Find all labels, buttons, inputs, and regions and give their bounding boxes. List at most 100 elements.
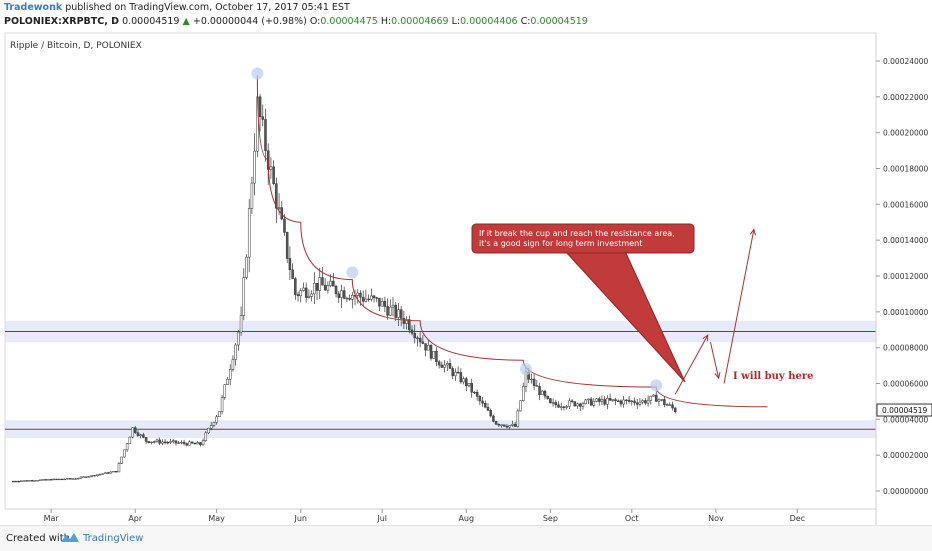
candle-down	[291, 269, 294, 279]
candle-up	[36, 480, 39, 482]
candle-down	[435, 351, 438, 363]
y-tick-label: 0.00000000	[883, 487, 929, 496]
x-tick-label: Apr	[128, 514, 143, 523]
candle-down	[614, 399, 617, 402]
candle-up	[196, 442, 199, 445]
author-link[interactable]: Tradewonk	[4, 2, 63, 13]
y-tick-label: 0.00020000	[883, 129, 929, 138]
candle-up	[28, 480, 31, 482]
candle-up	[226, 379, 229, 385]
candle-up	[587, 398, 590, 401]
candle-down	[321, 277, 324, 286]
price-chart[interactable]: 0.00024000 0.00022000 0.00020000 0.00018000…	[0, 0, 932, 525]
candle-up	[201, 440, 205, 446]
candle-down	[503, 424, 506, 427]
candle-down	[418, 338, 422, 343]
candle-up	[204, 432, 208, 441]
candle-up	[427, 345, 430, 351]
low-value: 0.00004406	[460, 16, 518, 27]
candle-up	[576, 403, 579, 407]
candle-up	[606, 398, 609, 405]
candle-up	[462, 378, 465, 383]
candle-down	[459, 372, 463, 383]
high-label: H:	[380, 16, 392, 27]
low-label: L:	[451, 16, 461, 27]
candle-down	[60, 478, 64, 481]
candle-up	[237, 331, 240, 346]
candle-down	[635, 402, 639, 405]
y-tick-label: 0.00002000	[883, 451, 929, 460]
candle-up	[581, 403, 585, 407]
candle-down	[174, 440, 178, 444]
candle-down	[408, 319, 411, 331]
candle-up	[340, 290, 343, 298]
candle-down	[30, 480, 34, 482]
candle-up	[600, 399, 604, 402]
candle-up	[52, 478, 56, 481]
candle-up	[269, 166, 273, 170]
candle-down	[136, 432, 140, 436]
candle-down	[55, 478, 58, 481]
candle-up	[541, 390, 544, 395]
candle-down	[505, 425, 509, 428]
candle-down	[25, 480, 28, 482]
candle-down	[264, 119, 267, 151]
candle-up	[239, 315, 243, 333]
candle-down	[470, 383, 473, 393]
tradingview-brand[interactable]: TradingView	[83, 533, 144, 544]
candle-down	[288, 258, 292, 271]
y-tick-label: 0.00014000	[883, 236, 929, 245]
arrow-head-1	[702, 334, 709, 342]
candle-up	[180, 441, 183, 444]
y-tick-label: 0.00018000	[883, 165, 929, 174]
candle-up	[104, 472, 107, 474]
candle-down	[17, 480, 20, 483]
candle-up	[247, 208, 251, 258]
arrow-head-2	[714, 372, 721, 380]
candle-up	[519, 400, 522, 412]
candle-up	[41, 479, 45, 481]
candle-down	[106, 472, 110, 474]
candle-up	[516, 410, 520, 427]
candle-down	[554, 402, 558, 406]
candle-up	[220, 397, 224, 412]
candle-down	[410, 329, 414, 334]
candle-up	[638, 401, 642, 405]
candle-up	[22, 480, 26, 482]
candle-up	[622, 399, 625, 405]
candle-up	[454, 371, 457, 377]
candle-down	[133, 427, 137, 433]
up-arrow-icon: ▲	[182, 16, 190, 27]
arrow-shaft-2	[709, 342, 720, 379]
candle-down	[570, 400, 574, 402]
publish-info: Tradewonk published on TradingView.com, …	[4, 2, 350, 13]
candle-up	[405, 319, 408, 324]
callout-box[interactable]	[471, 223, 695, 254]
candle-down	[465, 378, 468, 386]
time-axis[interactable]: Mar Apr May Jun Jul Aug Sep Oct Nov Dec	[44, 509, 805, 523]
candle-up	[641, 400, 644, 403]
touch-point-highlight-2	[346, 266, 359, 279]
candle-down	[193, 442, 197, 445]
candle-down	[429, 345, 433, 359]
y-tick-label: 0.00010000	[883, 308, 929, 317]
candle-down	[49, 479, 53, 481]
candle-up	[595, 398, 598, 402]
candle-down	[421, 341, 425, 344]
candle-up	[150, 441, 153, 444]
candle-up	[508, 425, 511, 428]
candle-down	[386, 306, 389, 316]
last-price-box	[876, 403, 932, 417]
candle-up	[668, 404, 672, 406]
candle-down	[538, 386, 541, 395]
candle-up	[215, 416, 218, 423]
arrow-shaft-1	[674, 334, 709, 395]
candle-up	[250, 182, 254, 209]
candle-down	[272, 166, 275, 184]
candle-up	[207, 427, 210, 434]
x-tick-label: May	[208, 514, 225, 523]
candle-up	[559, 406, 563, 408]
price-axis[interactable]: 0.00024000 0.00022000 0.00020000 0.00018000…	[876, 57, 932, 496]
candle-down	[671, 404, 674, 409]
candle-down	[44, 479, 47, 481]
